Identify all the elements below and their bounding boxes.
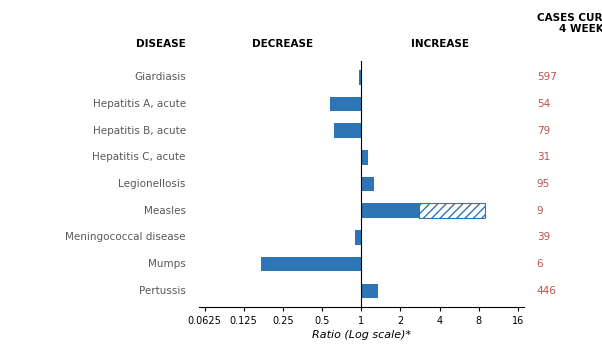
Text: DECREASE: DECREASE [252, 39, 314, 49]
Bar [361, 204, 420, 218]
Text: 54: 54 [537, 99, 550, 109]
Text: Meningococcal disease: Meningococcal disease [65, 232, 185, 243]
Text: 446: 446 [537, 286, 557, 296]
Bar [420, 204, 485, 218]
Bar [355, 230, 361, 245]
Text: Pertussis: Pertussis [139, 286, 185, 296]
Text: Hepatitis C, acute: Hepatitis C, acute [92, 152, 185, 162]
Bar [261, 257, 361, 271]
X-axis label: Ratio (Log scale)*: Ratio (Log scale)* [312, 330, 411, 340]
Bar [361, 177, 374, 191]
Text: 31: 31 [537, 152, 550, 162]
Text: Legionellosis: Legionellosis [118, 179, 185, 189]
Bar [361, 150, 368, 165]
Text: DISEASE: DISEASE [136, 39, 185, 49]
Text: 95: 95 [537, 179, 550, 189]
Text: CASES CURRENT
4 WEEKS: CASES CURRENT 4 WEEKS [537, 13, 602, 34]
Text: Hepatitis A, acute: Hepatitis A, acute [93, 99, 185, 109]
Text: Hepatitis B, acute: Hepatitis B, acute [93, 126, 185, 136]
Text: Giardiasis: Giardiasis [134, 72, 185, 82]
Text: 79: 79 [537, 126, 550, 136]
Text: 9: 9 [537, 206, 544, 216]
Bar [361, 283, 378, 298]
Bar [330, 97, 361, 112]
Text: Mumps: Mumps [148, 259, 185, 269]
Bar [359, 70, 361, 85]
Bar [334, 123, 361, 138]
Text: INCREASE: INCREASE [411, 39, 468, 49]
Text: 39: 39 [537, 232, 550, 243]
Text: 6: 6 [537, 259, 544, 269]
Text: Measles: Measles [144, 206, 185, 216]
Text: 597: 597 [537, 72, 557, 82]
